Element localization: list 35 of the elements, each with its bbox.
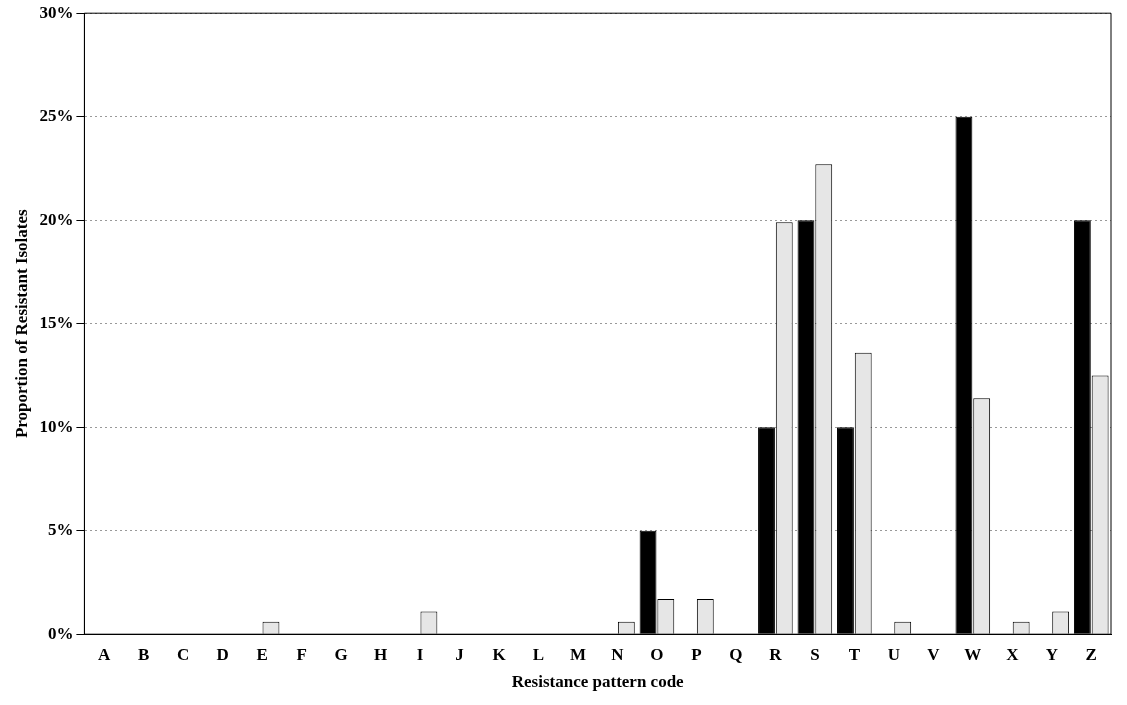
x-tick-label: R	[769, 644, 783, 664]
x-tick-label: I	[416, 644, 424, 664]
x-tick-label: J	[455, 644, 465, 664]
x-tick-label: C	[176, 644, 190, 664]
x-tick-label: B	[137, 644, 150, 664]
y-axis-title: Proportion of Resistant Isolates	[11, 208, 31, 439]
x-tick-label: K	[492, 644, 507, 664]
x-tick-label: M	[569, 644, 586, 664]
x-tick-label: X	[1006, 644, 1020, 664]
x-tick-label: Z	[1085, 644, 1097, 664]
x-tick-label: A	[98, 644, 111, 664]
x-axis-title: Resistance pattern code	[511, 672, 685, 692]
x-tick-label: Y	[1045, 644, 1058, 664]
x-tick-label: H	[373, 644, 388, 664]
x-tick-label: T	[848, 644, 861, 664]
y-tick-label: 20%	[39, 209, 74, 229]
x-tick-label: E	[256, 644, 268, 664]
x-tick-label: G	[334, 644, 348, 664]
y-tick-label: 30%	[39, 2, 74, 22]
x-tick-label: V	[927, 644, 941, 664]
x-tick-label: O	[650, 644, 664, 664]
x-tick-label: W	[964, 644, 982, 664]
y-tick-label: 5%	[47, 520, 74, 540]
y-tick-label: 25%	[39, 106, 74, 126]
x-tick-label: L	[532, 644, 545, 664]
y-tick-label: 0%	[47, 623, 74, 643]
x-tick-label: Q	[729, 644, 743, 664]
y-tick-label: 10%	[39, 416, 74, 436]
x-tick-label: N	[611, 644, 625, 664]
x-tick-label: U	[887, 644, 900, 664]
x-tick-label: D	[216, 644, 229, 664]
y-tick-label: 15%	[39, 313, 74, 333]
x-tick-label: P	[691, 644, 702, 664]
x-tick-label: F	[296, 644, 307, 664]
x-tick-label: S	[810, 644, 820, 664]
